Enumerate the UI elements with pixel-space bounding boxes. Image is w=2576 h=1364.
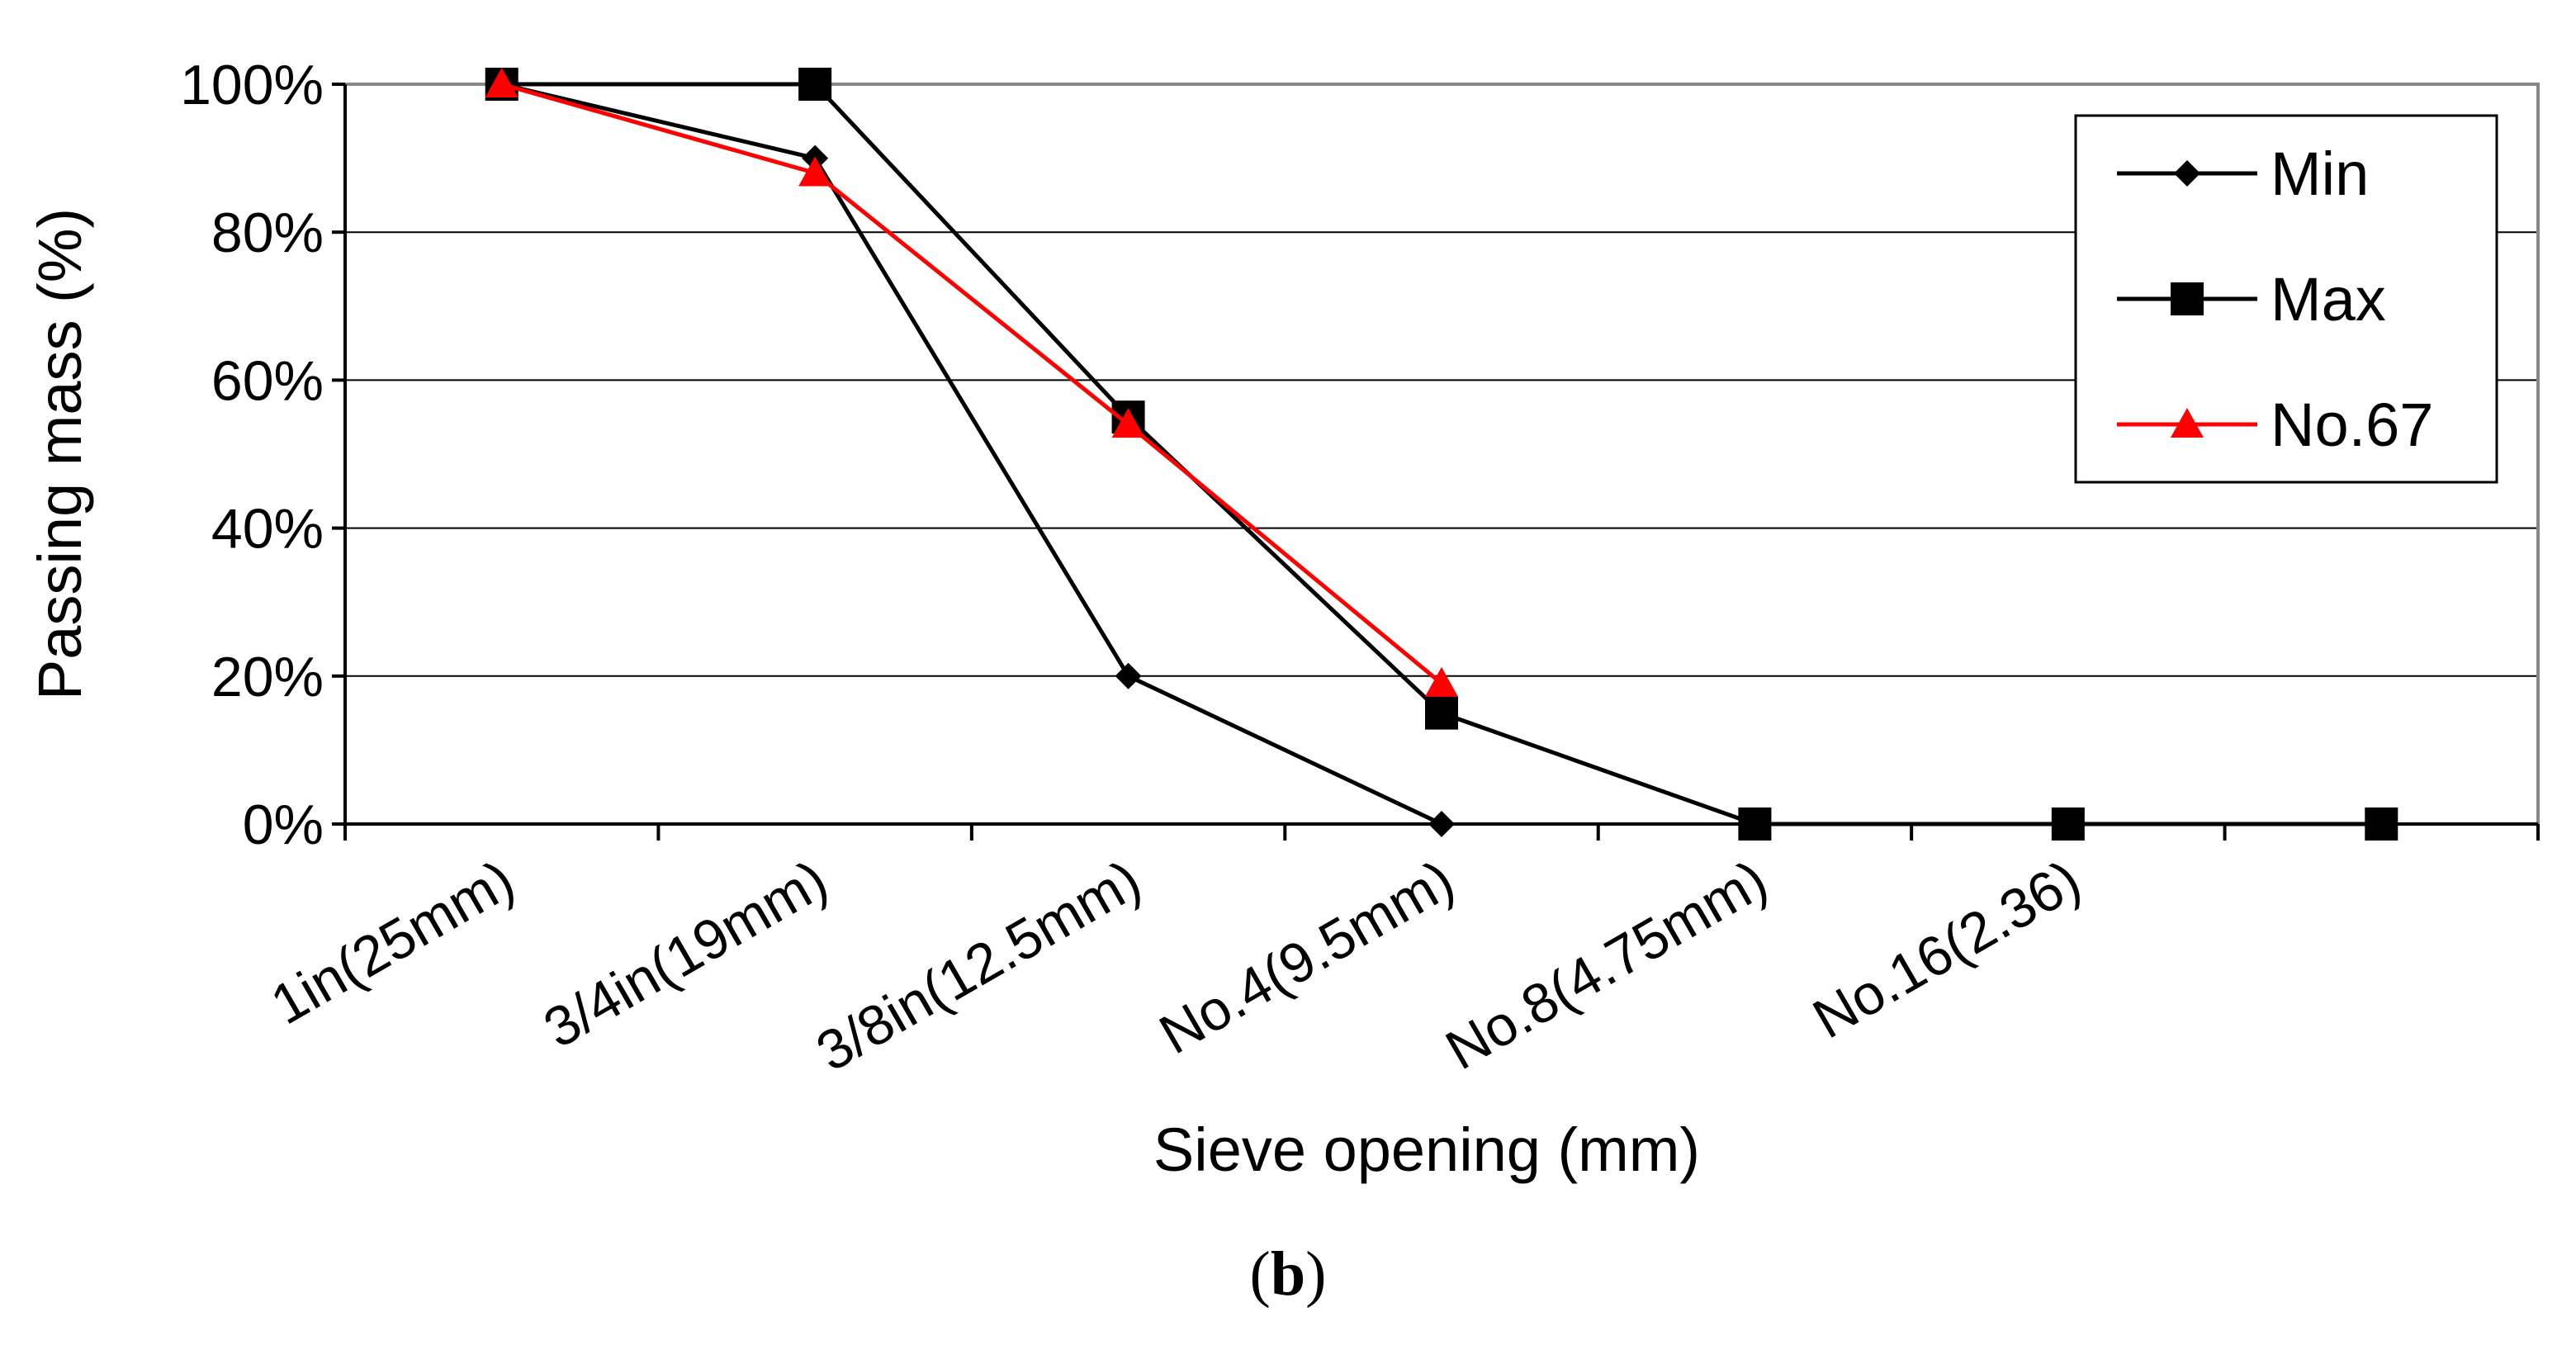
- legend-label-max: Max: [2271, 265, 2386, 334]
- caption-letter: b: [1270, 1239, 1306, 1309]
- legend-item-max: Max: [2117, 265, 2386, 334]
- data-point-no-67: [798, 156, 832, 187]
- y-tick-label: 100%: [180, 54, 324, 116]
- x-tick-label: No.8(4.75mm): [1436, 848, 1778, 1082]
- x-tick-label: 3/4in(19mm): [533, 848, 838, 1060]
- legend: Min Max No.67: [2074, 114, 2498, 484]
- data-point-max: [1738, 808, 1772, 841]
- data-point-max: [1425, 696, 1458, 730]
- data-point-max: [798, 68, 832, 101]
- series-min: [488, 71, 1455, 837]
- series-line-min: [501, 82, 1443, 826]
- y-tick-label: 60%: [211, 349, 324, 412]
- data-point-no-67: [1425, 666, 1458, 697]
- series-no-67: [485, 68, 1458, 697]
- y-tick-label: 0%: [243, 793, 324, 856]
- y-tick-label: 80%: [211, 201, 324, 264]
- legend-marker-min: [2174, 160, 2200, 187]
- y-axis-title: Passing mass (%): [26, 208, 94, 700]
- legend-label-min: Min: [2271, 140, 2369, 208]
- data-point-min: [1115, 662, 1142, 689]
- legend-label-no-67: No.67: [2271, 391, 2433, 459]
- legend-item-no-67: No.67: [2117, 391, 2433, 459]
- x-tick-label: No.4(9.5mm): [1149, 848, 1465, 1066]
- data-point-no-67: [1111, 408, 1145, 438]
- x-axis-title: Sieve opening (mm): [1153, 1115, 1700, 1184]
- data-point-min: [1428, 811, 1455, 837]
- x-tick-label: No.16(2.36): [1802, 848, 2091, 1050]
- data-point-max: [2051, 808, 2085, 841]
- data-point-max: [2365, 808, 2398, 841]
- y-tick-label: 20%: [211, 646, 324, 708]
- x-tick-label: 1in(25mm): [261, 848, 524, 1036]
- caption-open: (: [1249, 1239, 1271, 1309]
- y-tick-label: 40%: [211, 498, 324, 561]
- figure-caption: (b): [0, 1238, 2576, 1310]
- line-chart: 0% 20% 40% 60% 80% 100% 1in(25mm) 3/4in(19mm)3…: [26, 54, 2540, 1184]
- caption-close: ): [1305, 1239, 1327, 1309]
- legend-marker-no-67: [2171, 408, 2204, 438]
- series-layer: [485, 68, 2398, 841]
- series-line-no-67: [501, 82, 1443, 685]
- x-tick-label: 3/8in(12.5mm): [806, 848, 1151, 1083]
- data-point-no-67: [485, 68, 519, 97]
- x-tick-labels: 1in(25mm) 3/4in(19mm)3/8in(12.5mm)No.4(9.…: [261, 848, 2091, 1083]
- legend-item-min: Min: [2117, 140, 2369, 208]
- y-tick-labels: 0% 20% 40% 60% 80% 100%: [180, 54, 324, 856]
- legend-marker-max: [2171, 282, 2204, 315]
